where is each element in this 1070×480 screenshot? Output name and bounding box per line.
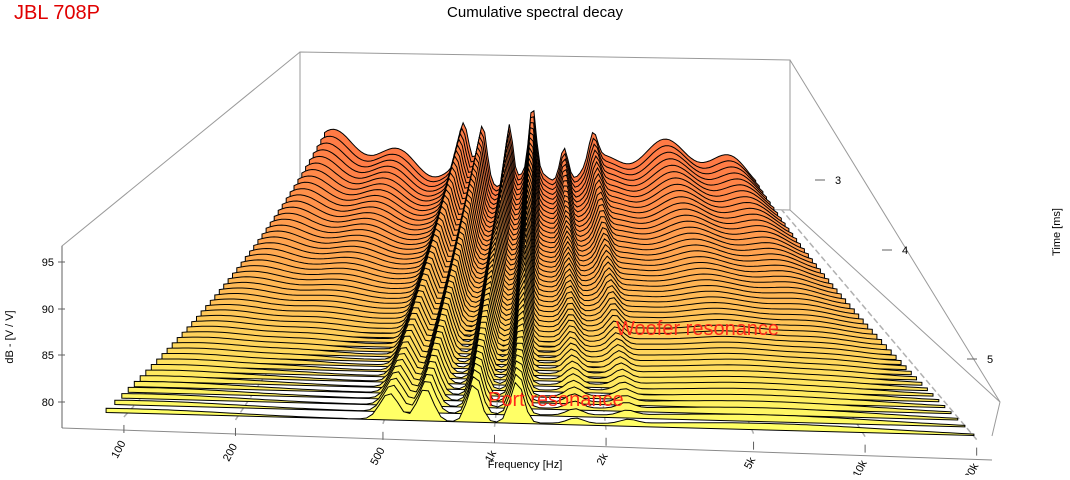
woofer-resonance-annotation: Woofer resonance (616, 318, 780, 340)
decay-slice (205, 266, 873, 336)
decay-slice (186, 291, 892, 356)
z-tick-label: 4 (902, 245, 908, 257)
y-axis-label: dB - [V / V] (4, 310, 16, 363)
decay-slice (209, 260, 869, 332)
brand-label: JBL 708P (14, 2, 100, 24)
decay-slice (161, 322, 918, 381)
decay-slice (166, 316, 912, 376)
decay-slice (176, 303, 902, 366)
y-tick-label: 90 (42, 304, 54, 316)
decay-slice (139, 348, 940, 403)
x-tick-label: 2k (595, 451, 611, 467)
x-tick-label: 200 (221, 442, 240, 464)
decay-slice (195, 278, 883, 346)
y-tick-label: 85 (42, 350, 54, 362)
decay-slice (121, 366, 959, 421)
x-tick-label: 100 (109, 439, 128, 461)
decay-slice (133, 354, 946, 409)
decay-slice (150, 336, 928, 392)
y-tick-label: 95 (42, 257, 54, 269)
decay-slice (200, 272, 878, 341)
z-tick-label: 3 (835, 175, 841, 187)
x-tick-label: 1k (483, 448, 499, 464)
floor-right-edge (789, 209, 1001, 403)
z-tick-label: 5 (987, 354, 993, 366)
floor-front-edge (61, 427, 993, 461)
x-tick-label: 500 (368, 446, 387, 468)
x-tick-label: 20k (962, 461, 981, 475)
x-axis-label: Frequency [Hz] (488, 459, 563, 471)
decay-slice (191, 284, 887, 351)
x-tick-label: 10k (851, 458, 870, 475)
decay-slice (171, 310, 907, 371)
decay-slices (105, 109, 975, 437)
decay-slice (114, 373, 966, 428)
decay-slice (145, 342, 934, 397)
z-axis-label: Time [ms] (1051, 208, 1063, 256)
decay-slice (181, 297, 897, 361)
decay-slice (156, 329, 923, 386)
x-tick-label: 5k (742, 455, 758, 471)
freq-gridline (781, 209, 978, 441)
decay-slice (105, 381, 975, 437)
port-resonance-annotation: Port resonance (488, 389, 624, 411)
y-tick-label: 80 (42, 397, 54, 409)
decay-slice (127, 360, 952, 415)
chart-title: Cumulative spectral decay (447, 4, 623, 21)
